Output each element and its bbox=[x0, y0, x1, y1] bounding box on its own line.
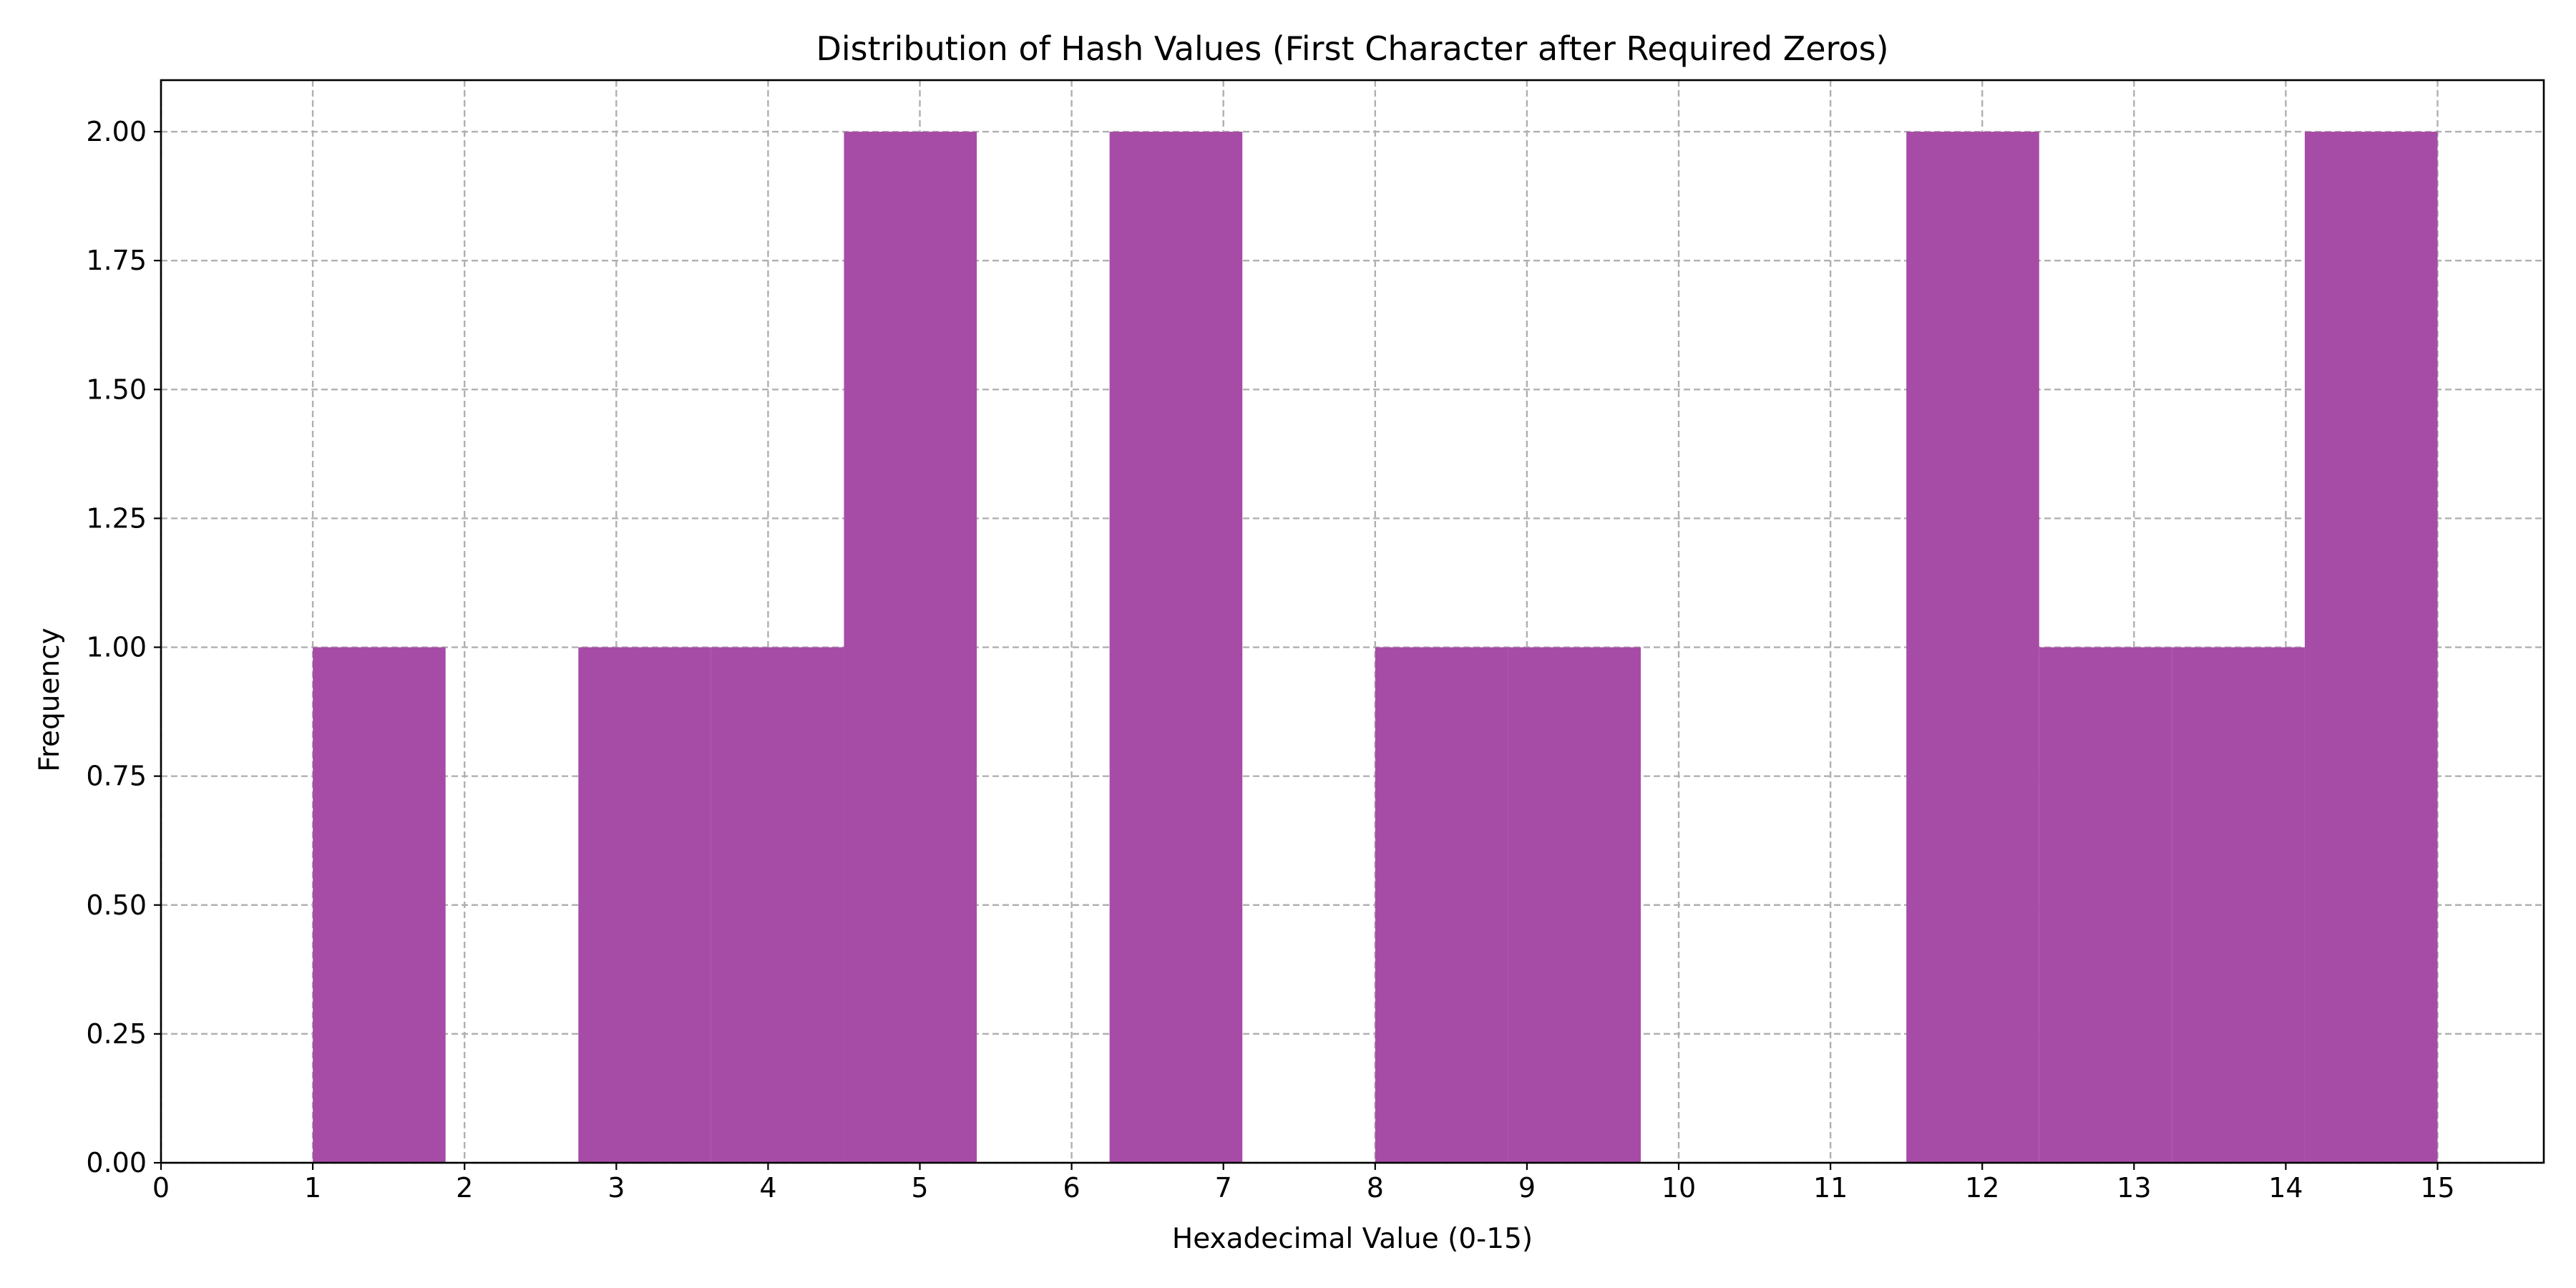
chart-title: Distribution of Hash Values (First Chara… bbox=[816, 29, 1888, 68]
y-tick-label-3: 0.75 bbox=[86, 761, 147, 792]
histogram-bars bbox=[313, 132, 2438, 1163]
histogram-bar-6 bbox=[1109, 132, 1243, 1163]
x-tick-label-0: 0 bbox=[152, 1172, 170, 1204]
x-tick-label-9: 9 bbox=[1518, 1172, 1536, 1204]
histogram-bar-15 bbox=[2304, 132, 2438, 1163]
x-tick-label-7: 7 bbox=[1215, 1172, 1232, 1204]
y-tick-label-1: 0.25 bbox=[86, 1018, 147, 1050]
x-axis-label: Hexadecimal Value (0-15) bbox=[1172, 1223, 1533, 1255]
x-tick-label-12: 12 bbox=[1965, 1172, 1999, 1204]
y-tick-label-7: 1.75 bbox=[86, 245, 147, 276]
plot-frame bbox=[160, 79, 2545, 1164]
x-tick-label-14: 14 bbox=[2268, 1172, 2303, 1204]
y-tick-label-0: 0.00 bbox=[86, 1147, 147, 1179]
x-tick-label-5: 5 bbox=[911, 1172, 928, 1204]
histogram-bar-0 bbox=[313, 647, 446, 1163]
histogram-bar-8 bbox=[1375, 647, 1508, 1163]
x-tick-label-10: 10 bbox=[1662, 1172, 1696, 1204]
y-tick-label-6: 1.50 bbox=[86, 374, 147, 405]
histogram-bar-3 bbox=[711, 647, 844, 1163]
x-tick-label-11: 11 bbox=[1813, 1172, 1848, 1204]
y-tick-label-5: 1.25 bbox=[86, 502, 147, 534]
histogram-bar-14 bbox=[2172, 647, 2305, 1163]
x-tick-label-4: 4 bbox=[759, 1172, 776, 1204]
y-tick-label-2: 0.50 bbox=[86, 889, 147, 921]
y-tick-label-8: 2.00 bbox=[86, 116, 147, 147]
histogram-bar-13 bbox=[2039, 647, 2172, 1163]
x-tick-label-13: 13 bbox=[2117, 1172, 2151, 1204]
histogram-bar-2 bbox=[578, 647, 711, 1163]
y-axis-label: Frequency bbox=[34, 628, 66, 771]
y-axis-ticks: 0.00 0.25 0.50 0.75 1.00 1.25 1.50 1.75 2.00 bbox=[86, 116, 161, 1179]
x-tick-label-15: 15 bbox=[2420, 1172, 2454, 1204]
histogram-bar-9 bbox=[1508, 647, 1641, 1163]
x-tick-label-6: 6 bbox=[1063, 1172, 1080, 1204]
x-tick-label-8: 8 bbox=[1367, 1172, 1384, 1204]
x-tick-label-3: 3 bbox=[608, 1172, 625, 1204]
x-tick-label-2: 2 bbox=[456, 1172, 473, 1204]
histogram-bar-4 bbox=[844, 132, 977, 1163]
y-tick-label-4: 1.00 bbox=[86, 632, 147, 663]
x-axis-ticks: 0 1 2 3 4 5 6 7 8 9 10 11 12 13 14 15 bbox=[152, 1163, 2455, 1204]
histogram-bar-12 bbox=[1906, 132, 2039, 1163]
x-tick-label-1: 1 bbox=[304, 1172, 321, 1204]
